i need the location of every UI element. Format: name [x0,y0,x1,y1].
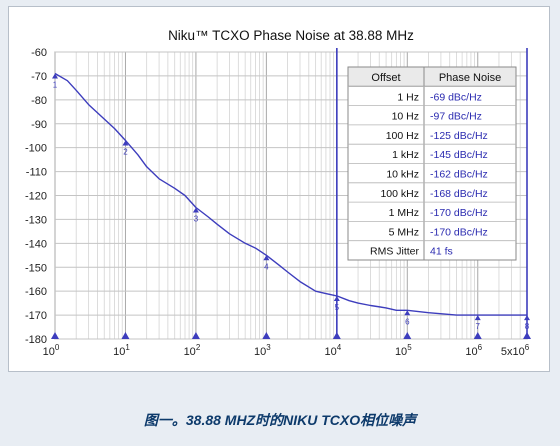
marker-6: 6 [403,310,412,339]
table-cell-offset: RMS Jitter [370,246,420,258]
x-tick-label: 103 [254,343,271,358]
marker-point [474,315,481,321]
table-cell-phase-noise: -170 dBc/Hz [430,207,488,219]
y-tick-label: -80 [31,95,47,107]
table-cell-phase-noise: -145 dBc/Hz [430,149,488,161]
marker-3: 3 [191,207,200,339]
y-tick-label: -150 [25,262,47,274]
figure-caption: 图一。38.88 MHZ时的NIKU TCXO相位噪声 [143,412,417,428]
table-cell-offset: 5 MHz [389,226,419,238]
marker-1: 1 [51,73,59,339]
marker-label: 7 [476,322,481,331]
table-cell-offset: 100 Hz [386,130,419,142]
marker-4: 4 [262,255,271,339]
table-cell-phase-noise: -125 dBc/Hz [430,130,488,142]
y-tick-label: -60 [31,47,47,59]
axis-marker-triangle [51,332,59,339]
x-tick-label: 105 [395,343,412,358]
y-tick-label: -160 [25,286,47,298]
marker-label: 1 [53,81,58,90]
marker-point [192,207,199,213]
marker-label: 8 [525,322,530,331]
y-tick-label: -130 [25,214,47,226]
table-cell-offset: 1 kHz [392,149,419,161]
phase-noise-table: Offset Phase Noise 1 Hz -69 dBc/Hz 10 Hz -97 … [347,66,517,261]
axis-marker-triangle [523,332,531,339]
x-tick-label: 5x106 [501,343,530,358]
y-tick-label: -180 [25,334,47,346]
marker-point [122,140,129,146]
marker-label: 3 [194,214,199,223]
marker-label: 6 [405,317,410,326]
marker-8: 8 [523,315,531,339]
x-tick-label: 102 [184,343,201,358]
table-cell-offset: 1 MHz [389,207,419,219]
table-header-offset: Offset [371,72,400,84]
axis-marker-triangle [262,332,271,339]
table-cell-offset: 10 kHz [386,169,419,181]
y-tick-label: -90 [31,119,47,131]
marker-7: 7 [473,315,482,339]
x-tick-label: 100 [43,343,60,358]
table-header-phase-noise: Phase Noise [439,72,501,84]
table-cell-phase-noise: -97 dBc/Hz [430,111,482,123]
table-cell-phase-noise: -162 dBc/Hz [430,169,488,181]
marker-5: 5 [332,295,341,339]
axis-marker-triangle [403,332,412,339]
y-tick-label: -110 [26,167,47,179]
table-cell-phase-noise: 41 fs [430,246,453,258]
y-tick-label: -70 [31,71,47,83]
marker-label: 4 [264,262,269,271]
axis-marker-triangle [191,332,200,339]
marker-point [263,255,270,261]
y-tick-label: -100 [25,143,47,155]
axis-marker-triangle [473,332,482,339]
phase-noise-line [54,72,527,316]
table-cell-phase-noise: -168 dBc/Hz [430,188,488,200]
table-cell-phase-noise: -69 dBc/Hz [430,91,482,103]
table-cell-offset: 100 kHz [380,188,419,200]
y-tick-label: -140 [25,238,47,250]
axis-marker-triangle [121,332,130,339]
y-tick-label: -120 [25,191,47,203]
table-cell-offset: 1 Hz [397,91,419,103]
x-tick-label: 106 [465,343,482,358]
marker-point [404,310,411,316]
table-cell-phase-noise: -170 dBc/Hz [430,226,488,238]
x-tick-label: 101 [113,343,130,358]
marker-2: 2 [121,140,130,339]
y-tick-label: -170 [25,310,47,322]
x-tick-label: 104 [324,343,341,358]
marker-label: 5 [335,303,340,312]
marker-point [333,295,340,301]
axis-marker-triangle [332,332,341,339]
chart-title: Niku™ TCXO Phase Noise at 38.88 MHz [168,28,414,43]
marker-label: 2 [123,147,128,156]
table-cell-offset: 10 Hz [392,111,419,123]
marker-point [524,315,530,321]
marker-point [52,73,58,79]
